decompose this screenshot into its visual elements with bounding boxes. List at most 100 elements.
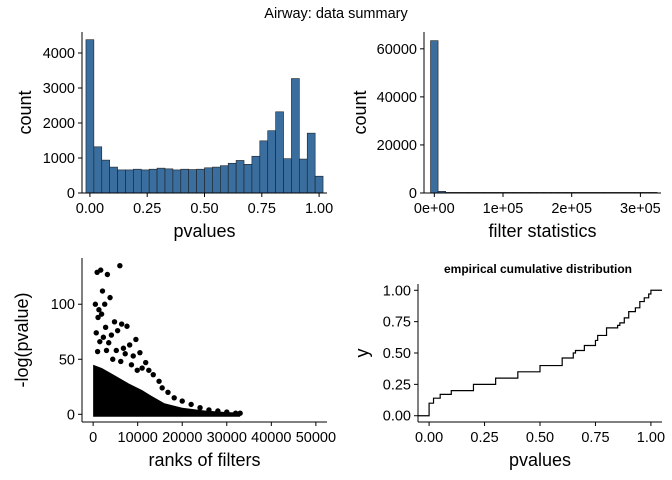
pvalue-hist-bar xyxy=(235,160,245,194)
pvalue-hist-bar xyxy=(220,165,229,194)
scatter-point xyxy=(215,408,221,414)
scatter-point xyxy=(134,367,140,373)
scatter-point xyxy=(197,404,203,411)
pvalue-hist-bar xyxy=(291,78,300,194)
scatter-point xyxy=(146,367,152,373)
ecdf-y-label: y xyxy=(352,349,372,358)
ecdf-x-label: pvalues xyxy=(509,450,571,470)
scatter-point xyxy=(179,398,185,404)
scatter-point xyxy=(99,288,106,294)
scatter-point xyxy=(104,271,111,278)
scatter-point xyxy=(114,327,121,334)
ecdf-line xyxy=(418,289,662,417)
pvalue-hist-bar xyxy=(212,166,221,194)
filter-hist-x-tick-label: 2e+05 xyxy=(551,201,592,217)
filter-hist-y-tick-label: 20000 xyxy=(377,138,417,154)
pvalue-hist-bar xyxy=(101,159,110,194)
scatter-point xyxy=(102,324,109,331)
filter-hist-panel: 0e+00 1e+05 2e+05 3e+05 0 20000 40000 60000 filt… xyxy=(350,32,661,241)
filter-hist-x-tick-label: 1e+05 xyxy=(483,201,524,217)
pvalue-hist-bar xyxy=(180,168,189,194)
pvalue-hist-bar xyxy=(188,169,197,194)
scatter-point xyxy=(117,263,123,269)
scatter-point xyxy=(130,353,136,359)
scatter-point xyxy=(118,321,125,327)
ecdf-x-tick-label: 0.50 xyxy=(526,430,554,446)
scatter-dense-band xyxy=(93,364,241,417)
ecdf-y-tick-label: 1.00 xyxy=(383,283,411,299)
rank-scatter-x-tick-label: 20000 xyxy=(162,430,202,446)
pvalue-hist-y-tick-label: 0 xyxy=(67,186,75,202)
scatter-point xyxy=(96,307,102,313)
scatter-point xyxy=(133,336,139,343)
rank-scatter-x-label: ranks of filters xyxy=(148,450,260,470)
ecdf-x-tick-label: 0.00 xyxy=(415,430,443,446)
ecdf-y-tick-label: 0.00 xyxy=(383,409,411,425)
scatter-point xyxy=(188,401,194,408)
pvalue-hist-y-label: count xyxy=(15,90,35,134)
scatter-point xyxy=(103,347,110,354)
pvalue-hist-y-tick-label: 2000 xyxy=(43,116,75,132)
rank-scatter-x-tick-label: 10000 xyxy=(118,430,158,446)
filter-hist-y-tick-label: 0 xyxy=(409,186,417,202)
scatter-point xyxy=(150,371,156,378)
pvalue-hist-y-tick-label: 4000 xyxy=(43,46,75,62)
scatter-point xyxy=(143,359,149,366)
scatter-point xyxy=(156,378,162,384)
rank-scatter-y-tick-label: 100 xyxy=(51,297,75,313)
pvalue-hist-bar xyxy=(117,169,126,194)
scatter-point xyxy=(113,347,120,354)
scatter-point xyxy=(95,314,101,321)
filter-hist-x-tick-label: 3e+05 xyxy=(620,201,661,217)
scatter-point xyxy=(224,409,230,415)
pvalue-hist-x-tick-label: 0.25 xyxy=(133,201,161,217)
pvalue-hist-bar xyxy=(299,158,308,194)
pvalue-hist-bar xyxy=(267,130,276,194)
filter-hist-y-label: count xyxy=(350,90,370,134)
pvalue-hist-bar xyxy=(156,167,166,194)
rank-scatter-x-tick-label: 30000 xyxy=(207,430,247,446)
pvalue-hist-bar xyxy=(251,155,261,194)
rank-scatter-y-tick-label: 50 xyxy=(59,352,75,368)
rank-scatter-y-tick-label: 0 xyxy=(67,407,75,423)
pvalue-hist-bar xyxy=(306,132,316,194)
ecdf-title: empirical cumulative distribution xyxy=(444,262,632,276)
rank-scatter-panel: 0 10000 20000 30000 40000 50000 0 50 100 ranks of… xyxy=(12,258,336,470)
pvalue-hist-x-tick-label: 1.00 xyxy=(305,201,333,217)
pvalue-hist-x-tick-label: 0.50 xyxy=(190,201,218,217)
pvalue-hist-bar xyxy=(204,167,213,194)
pvalue-hist-bar xyxy=(140,169,150,194)
ecdf-x-tick-label: 0.25 xyxy=(470,430,498,446)
scatter-point xyxy=(237,410,243,416)
scatter-point xyxy=(137,349,143,356)
scatter-point xyxy=(110,356,116,362)
pvalue-hist-bar xyxy=(172,169,182,194)
pvalue-hist-bar xyxy=(93,146,103,194)
filter-hist-x-label: filter statistics xyxy=(488,221,596,241)
scatter-point xyxy=(120,345,127,351)
pvalue-hist-bar xyxy=(283,158,292,194)
pvalue-hist-bar xyxy=(109,166,118,194)
pvalue-hist-bar xyxy=(259,140,269,194)
ecdf-panel: 0.00 0.25 0.50 0.75 1.00 0.00 0.25 0.50 0.75 1.00… xyxy=(352,262,665,470)
scatter-point xyxy=(118,358,124,365)
ecdf-x-tick-label: 0.75 xyxy=(581,430,609,446)
scatter-point xyxy=(139,365,145,371)
scatter-point xyxy=(97,338,103,345)
scatter-point xyxy=(111,319,118,325)
page-title: Airway: data summary xyxy=(264,6,408,22)
pvalue-hist-x-label: pvalues xyxy=(173,221,235,241)
ecdf-y-tick-label: 0.25 xyxy=(383,377,411,393)
pvalue-hist-y-tick-label: 1000 xyxy=(43,151,75,167)
scatter-point xyxy=(98,267,104,273)
scatter-point xyxy=(94,348,101,355)
scatter-point xyxy=(102,301,108,307)
ecdf-y-tick-label: 0.50 xyxy=(383,346,411,362)
pvalue-hist-bar xyxy=(148,168,158,194)
pvalue-hist-panel: 0.00 0.25 0.50 0.75 1.00 0 1000 2000 3000 4000 pva… xyxy=(15,32,333,241)
scatter-point xyxy=(100,334,107,340)
rank-scatter-x-tick-label: 50000 xyxy=(296,430,336,446)
ecdf-y-tick-label: 0.75 xyxy=(383,315,411,331)
scatter-point xyxy=(159,385,165,391)
